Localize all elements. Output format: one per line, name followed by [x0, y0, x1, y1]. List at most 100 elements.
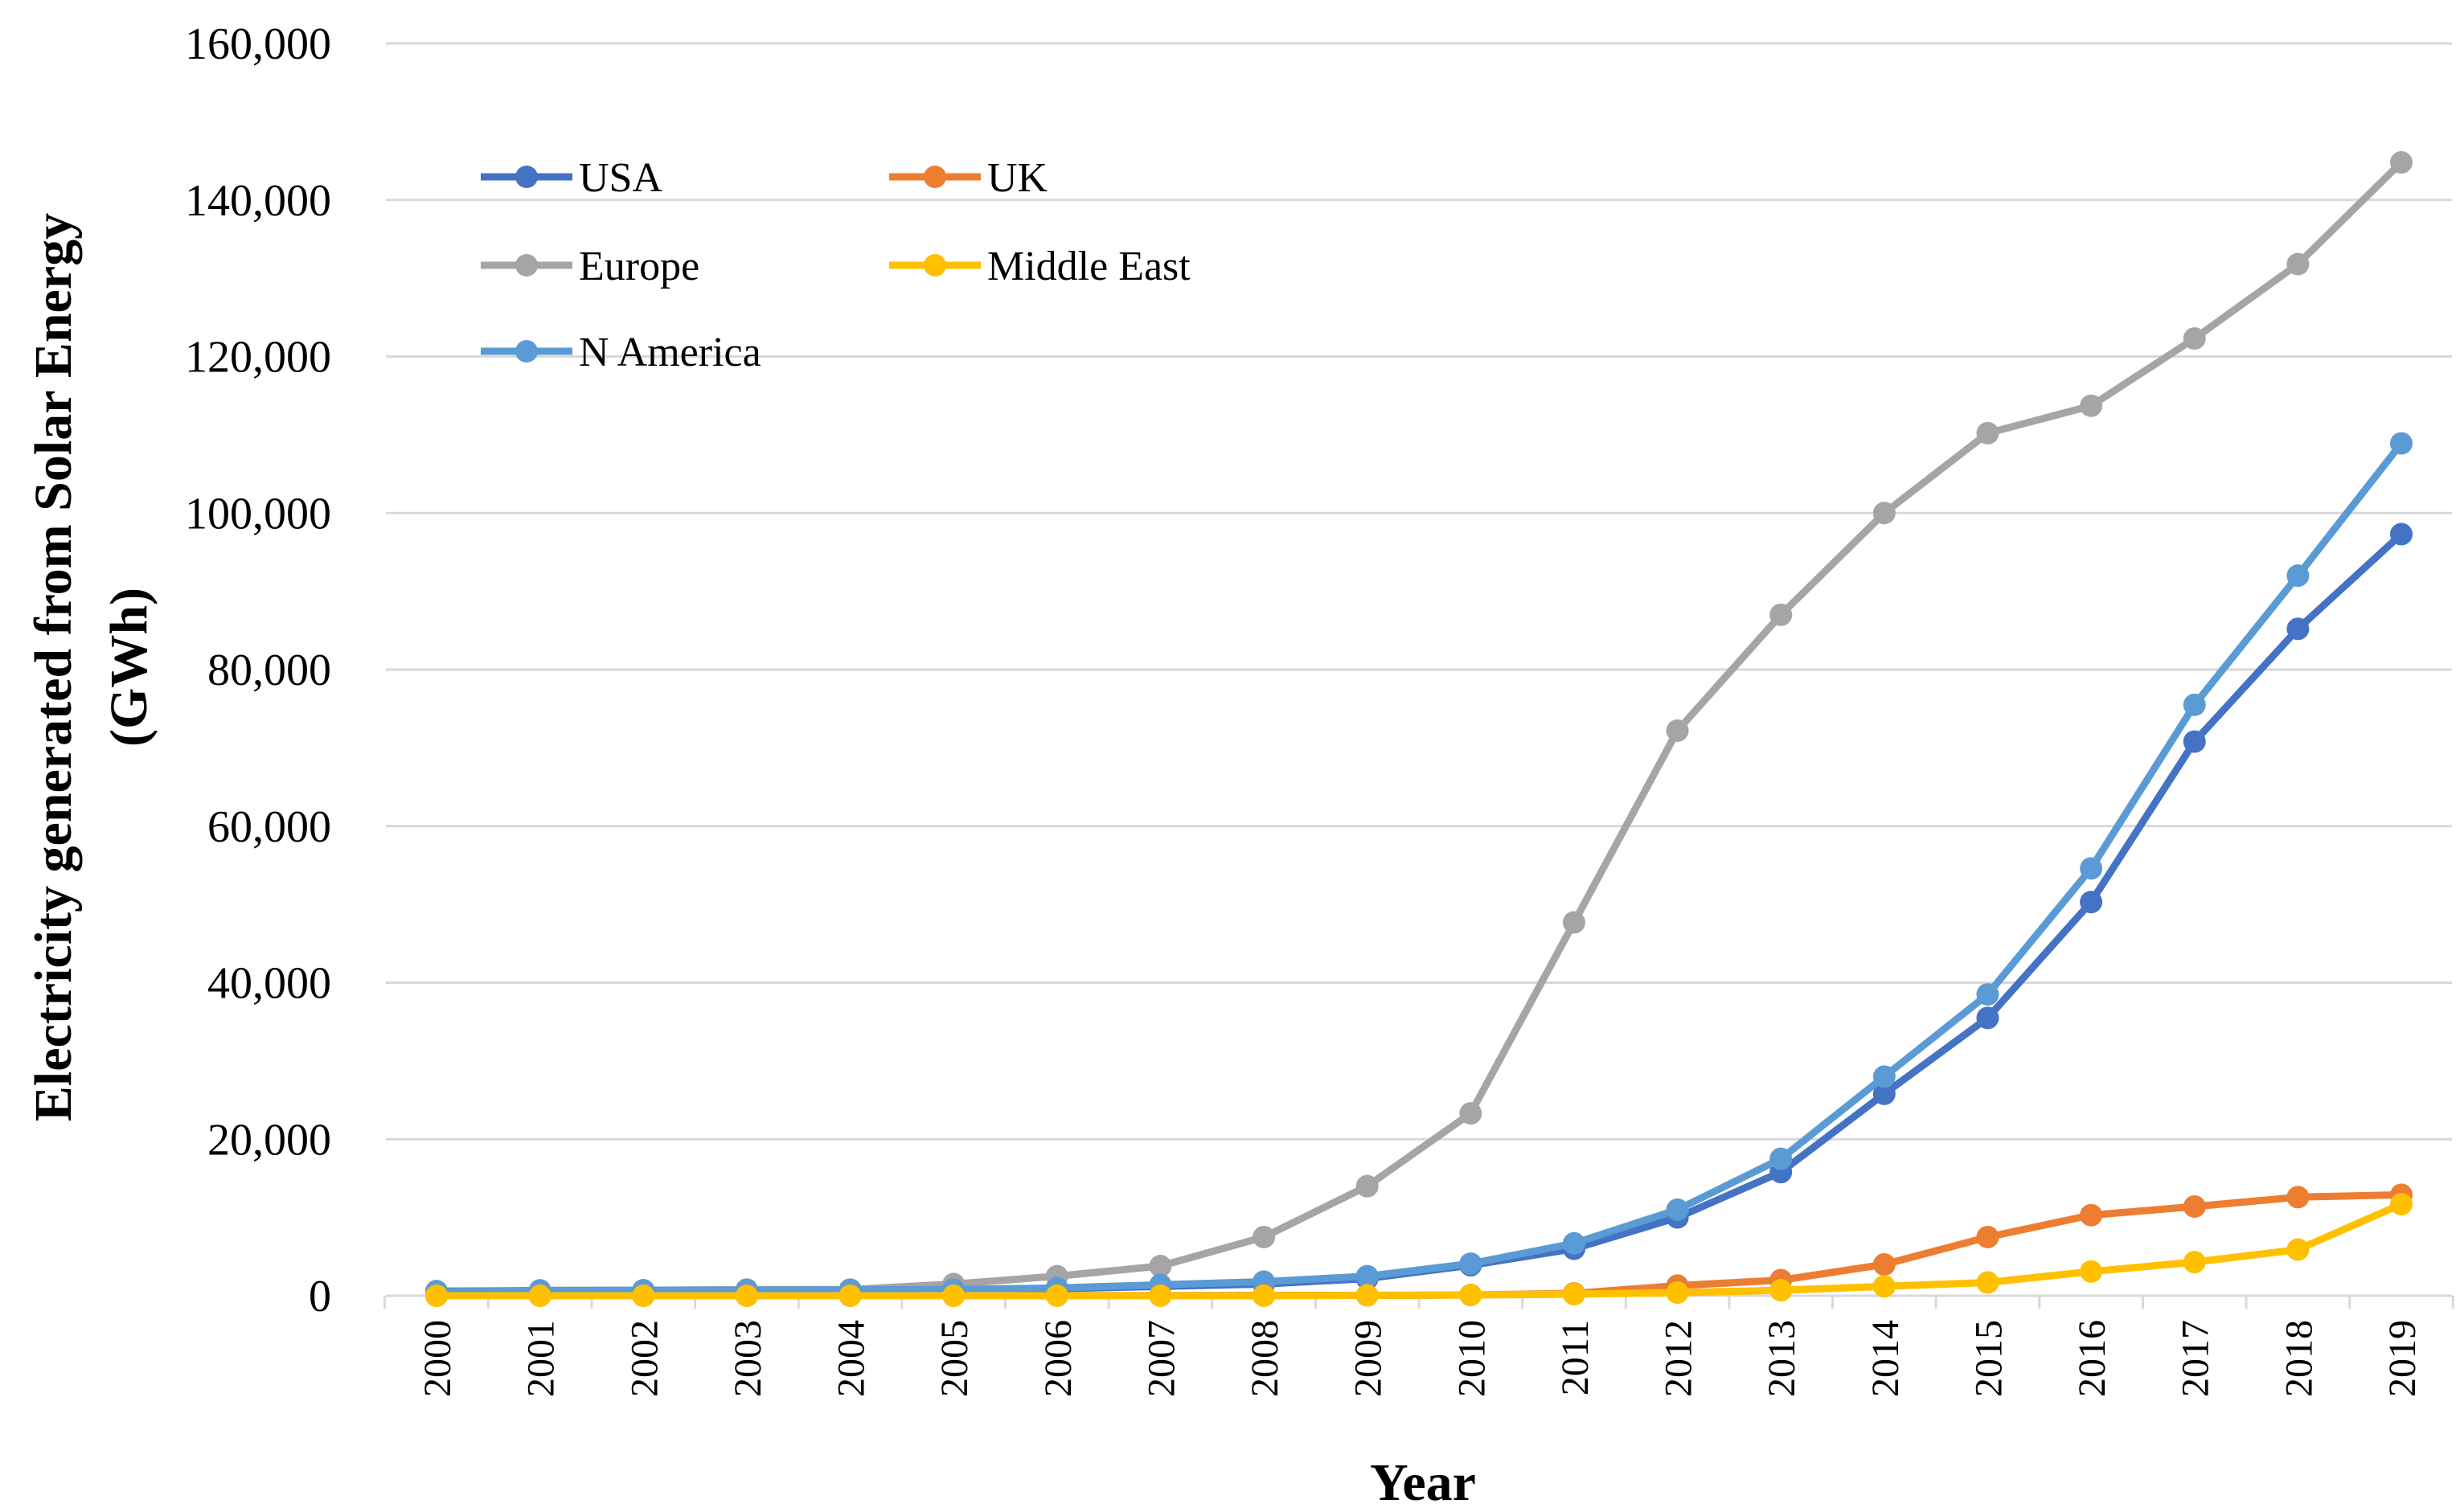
- data-point-uk: [2080, 1203, 2103, 1227]
- data-point-n-america: [1562, 1231, 1585, 1255]
- data-point-middle-east: [1872, 1275, 1896, 1298]
- data-point-middle-east: [1355, 1284, 1379, 1307]
- legend-entry-europe: Europe: [481, 244, 699, 289]
- data-point-middle-east: [1253, 1285, 1276, 1307]
- x-tick-label: 2008: [1244, 1320, 1286, 1397]
- y-tick-label: 80,000: [207, 645, 331, 695]
- data-point-europe: [1459, 1102, 1482, 1125]
- data-point-middle-east: [735, 1285, 758, 1307]
- data-point-middle-east: [1666, 1281, 1689, 1305]
- data-point-usa: [1872, 1082, 1896, 1105]
- legend-entry-usa: USA: [481, 155, 662, 201]
- data-point-middle-east: [528, 1285, 551, 1307]
- data-point-usa: [2080, 891, 2103, 914]
- data-point-usa: [2286, 617, 2310, 641]
- legend-label: UK: [987, 155, 1048, 201]
- x-tick-label: 2002: [623, 1320, 666, 1397]
- y-tick-label: 60,000: [207, 802, 331, 852]
- x-tick-label: 2010: [1450, 1320, 1493, 1397]
- legend-swatch-marker: [515, 254, 538, 277]
- data-point-n-america: [2080, 857, 2103, 880]
- x-tick-label: 2011: [1554, 1320, 1597, 1395]
- series-usa: [425, 522, 2413, 1304]
- data-point-europe: [1355, 1174, 1379, 1198]
- x-tick-label: 2005: [933, 1320, 976, 1397]
- data-point-middle-east: [1459, 1284, 1482, 1307]
- data-point-middle-east: [2286, 1238, 2310, 1261]
- data-point-europe: [2390, 151, 2413, 174]
- data-point-middle-east: [1976, 1271, 1999, 1294]
- series-line-usa: [433, 531, 2405, 1296]
- data-point-usa: [2183, 730, 2206, 753]
- x-axis-ticks: 2000 2001 2002 2003 2004 2005 2006 2007 2008 2009…: [383, 1296, 2454, 1397]
- x-tick-label: 2019: [2381, 1320, 2424, 1397]
- data-point-uk: [1872, 1253, 1896, 1276]
- legend-swatch-marker: [515, 166, 538, 188]
- y-tick-label: 100,000: [185, 489, 331, 539]
- legend-swatch-marker: [924, 254, 946, 277]
- data-point-n-america: [1355, 1264, 1379, 1288]
- legend-label: Middle East: [987, 244, 1191, 289]
- data-point-europe: [2286, 252, 2310, 276]
- series-lines: [425, 151, 2413, 1307]
- data-point-europe: [2183, 327, 2206, 350]
- x-tick-label: 2017: [2175, 1320, 2217, 1397]
- x-tick-label: 2014: [1864, 1320, 1907, 1397]
- legend-entry-n-america: N America: [481, 330, 761, 375]
- data-point-n-america: [1872, 1065, 1896, 1088]
- x-tick-label: 2018: [2278, 1320, 2320, 1397]
- y-tick-label: 20,000: [207, 1115, 331, 1165]
- data-point-middle-east: [942, 1285, 966, 1307]
- series-europe: [425, 151, 2413, 1304]
- legend-entry-middle-east: Middle East: [889, 244, 1191, 289]
- y-axis-title-line2: (GWh): [100, 588, 158, 747]
- x-tick-label: 2016: [2071, 1320, 2114, 1397]
- data-point-middle-east: [1562, 1283, 1585, 1306]
- data-point-n-america: [1666, 1198, 1689, 1221]
- data-point-n-america: [2390, 432, 2413, 455]
- data-point-europe: [1976, 421, 1999, 445]
- legend-swatch-marker: [515, 340, 538, 363]
- data-point-europe: [1149, 1254, 1172, 1277]
- legend-label: USA: [579, 155, 662, 201]
- data-point-uk: [2286, 1186, 2310, 1209]
- data-point-n-america: [2183, 693, 2206, 716]
- x-tick-label: 2000: [416, 1320, 459, 1397]
- x-tick-label: 2012: [1658, 1320, 1700, 1397]
- data-point-middle-east: [2183, 1251, 2206, 1274]
- data-point-europe: [1666, 719, 1689, 742]
- data-point-europe: [1253, 1225, 1276, 1248]
- y-tick-label: 160,000: [185, 19, 331, 69]
- data-point-middle-east: [838, 1285, 862, 1307]
- data-point-usa: [2390, 522, 2413, 546]
- data-point-usa: [1976, 1006, 1999, 1030]
- data-point-middle-east: [1045, 1285, 1068, 1307]
- data-point-europe: [2080, 394, 2103, 417]
- y-axis-title-line1: Electricity generated from Solar Energy: [24, 213, 83, 1121]
- x-tick-label: 2013: [1761, 1320, 1803, 1397]
- x-tick-label: 2004: [830, 1320, 873, 1397]
- x-tick-label: 2001: [520, 1320, 563, 1397]
- data-point-middle-east: [1769, 1279, 1793, 1302]
- gridlines: [386, 42, 2452, 1297]
- x-axis-title: Year: [1370, 1453, 1476, 1512]
- data-point-middle-east: [2390, 1193, 2413, 1216]
- legend-label: N America: [579, 330, 761, 375]
- x-tick-label: 2006: [1037, 1320, 1080, 1397]
- y-tick-label: 0: [309, 1272, 331, 1321]
- data-point-n-america: [1769, 1147, 1793, 1170]
- data-point-middle-east: [1149, 1285, 1172, 1307]
- data-point-europe: [1562, 911, 1585, 934]
- y-axis-ticks: 0 20,000 40,000 60,000 80,000 100,000 120,000 1…: [185, 19, 331, 1321]
- x-tick-label: 2007: [1140, 1320, 1183, 1397]
- x-tick-label: 2015: [1967, 1320, 2010, 1397]
- data-point-europe: [1769, 603, 1793, 626]
- legend-label: Europe: [579, 244, 699, 289]
- legend-swatch-marker: [924, 166, 946, 188]
- y-tick-label: 40,000: [207, 959, 331, 1009]
- data-point-n-america: [2286, 564, 2310, 588]
- data-point-n-america: [1976, 983, 1999, 1006]
- data-point-n-america: [1459, 1252, 1482, 1276]
